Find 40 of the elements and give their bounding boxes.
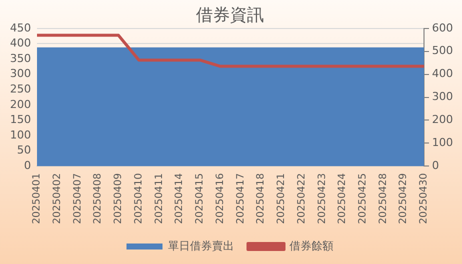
y-tick-label: 0 [24, 158, 31, 172]
y-tick-label: 100 [10, 128, 31, 142]
y2-tick-label: 300 [432, 90, 454, 104]
x-tick-label: 20250401 [32, 173, 43, 224]
x-tick-label: 20250407 [72, 173, 84, 224]
x-tick-label: 20250408 [92, 173, 104, 224]
y2-tick-label: 400 [432, 67, 454, 80]
y2-tick-label: 500 [432, 44, 454, 58]
legend-label: 借券餘額 [290, 239, 334, 252]
legend-label: 單日借券賣出 [168, 239, 234, 252]
y-tick-label: 450 [10, 21, 31, 34]
x-tick-label: 20250428 [378, 173, 389, 224]
y2-tick-label: 200 [432, 113, 454, 126]
x-tick-label: 20250421 [276, 173, 288, 224]
x-tick-label: 20250429 [398, 173, 410, 224]
x-tick-label: 20250422 [296, 173, 308, 224]
x-tick-label: 20250414 [174, 173, 186, 224]
y2-tick-label: 600 [432, 21, 454, 34]
x-tick-label: 20250418 [256, 173, 267, 224]
x-tick-label: 20250402 [52, 173, 63, 224]
x-tick-label: 20250411 [154, 173, 165, 224]
y2-tick-label: 100 [432, 136, 454, 150]
y-tick-label: 400 [10, 36, 31, 50]
y2-tick-label: 0 [432, 158, 440, 172]
x-tick-label: 20250415 [194, 173, 206, 224]
x-tick-label: 20250409 [113, 173, 124, 224]
y-tick-label: 200 [10, 98, 31, 111]
y-tick-label: 50 [16, 144, 31, 157]
x-tick-label: 20250430 [418, 173, 430, 224]
y-tick-label: 300 [10, 67, 31, 80]
x-tick-label: 20250424 [337, 173, 348, 224]
x-tick-label: 20250423 [316, 173, 328, 224]
chart-title: 借券資訊 [196, 6, 264, 26]
x-tick-label: 20250425 [357, 173, 368, 224]
y-tick-label: 250 [10, 82, 31, 96]
y-tick-label: 350 [10, 52, 31, 65]
y-tick-label: 150 [10, 113, 31, 126]
x-tick-label: 20250416 [214, 173, 226, 224]
x-tick-label: 20250417 [235, 173, 246, 224]
x-tick-label: 20250410 [133, 173, 144, 224]
